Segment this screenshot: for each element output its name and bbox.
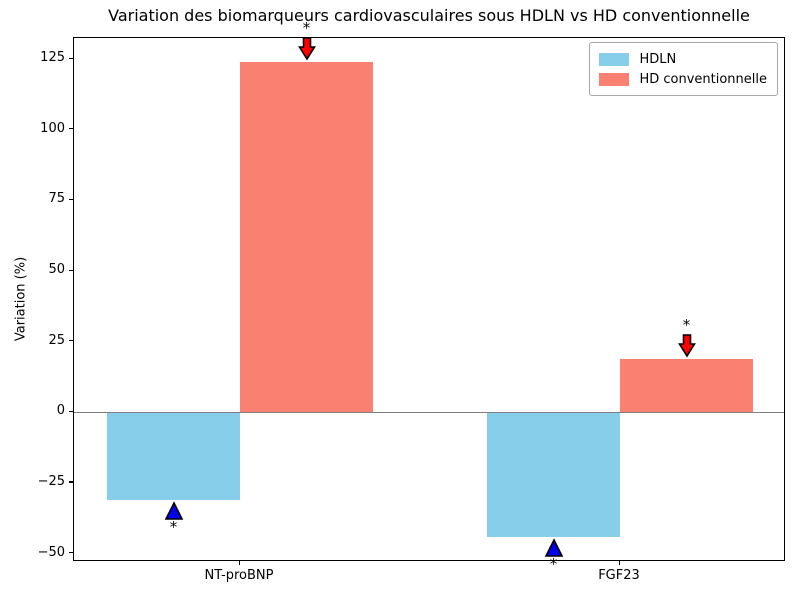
y-tick-mark xyxy=(69,57,73,59)
legend-swatch xyxy=(599,52,630,66)
y-tick-label: 100 xyxy=(40,120,65,136)
y-tick-label: −50 xyxy=(37,544,65,560)
y-tick-mark xyxy=(69,198,73,201)
y-tick-label: 125 xyxy=(40,50,65,66)
zero-line xyxy=(74,411,784,413)
triangle-up-marker xyxy=(544,537,563,557)
y-tick-label: −25 xyxy=(37,473,65,489)
x-tick-label: FGF23 xyxy=(598,568,640,583)
x-axis-ticks: NT-proBNP FGF23 xyxy=(73,561,785,600)
legend-row: HDLN xyxy=(599,49,767,69)
significance-asterisk: * xyxy=(549,554,558,573)
x-tick-label: NT-proBNP xyxy=(204,568,274,583)
legend: HDLN HD conventionnelle xyxy=(589,42,778,96)
legend-label: HDLN xyxy=(639,51,677,67)
legend-swatch xyxy=(599,72,630,86)
x-tick-mark xyxy=(618,561,620,565)
y-tick-mark xyxy=(69,128,73,130)
bar-hdln-nt-probnp xyxy=(107,412,240,500)
y-axis-ticks: 125 100 75 50 25 0 −25 −50 xyxy=(0,37,73,561)
y-tick-label: 75 xyxy=(48,191,65,207)
legend-row: HD conventionnelle xyxy=(599,69,767,89)
chart-title: Variation des biomarqueurs cardiovascula… xyxy=(108,6,750,25)
y-tick-label: 25 xyxy=(48,332,65,348)
arrow-down-marker xyxy=(677,333,696,358)
y-tick-mark xyxy=(69,410,73,412)
bar-hd-conventionnelle-nt-probnp xyxy=(240,62,373,413)
significance-asterisk: * xyxy=(682,315,691,334)
y-tick-mark xyxy=(69,552,73,554)
significance-asterisk: * xyxy=(169,517,178,536)
arrow-down-marker xyxy=(297,37,316,61)
significance-asterisk: * xyxy=(302,19,311,38)
bar-hd-conventionnelle-fgf23 xyxy=(620,358,753,413)
x-tick-mark xyxy=(238,561,240,565)
y-tick-label: 0 xyxy=(56,403,65,419)
triangle-up-marker xyxy=(164,501,183,520)
y-tick-label: 50 xyxy=(48,262,65,278)
y-tick-mark xyxy=(69,269,73,271)
bar-hdln-fgf23 xyxy=(487,412,620,537)
legend-label: HD conventionnelle xyxy=(639,71,767,87)
y-tick-mark xyxy=(69,481,73,483)
y-tick-mark xyxy=(69,340,73,342)
plot-area: * * * * HDLN HD conventionnelle xyxy=(73,21,785,571)
